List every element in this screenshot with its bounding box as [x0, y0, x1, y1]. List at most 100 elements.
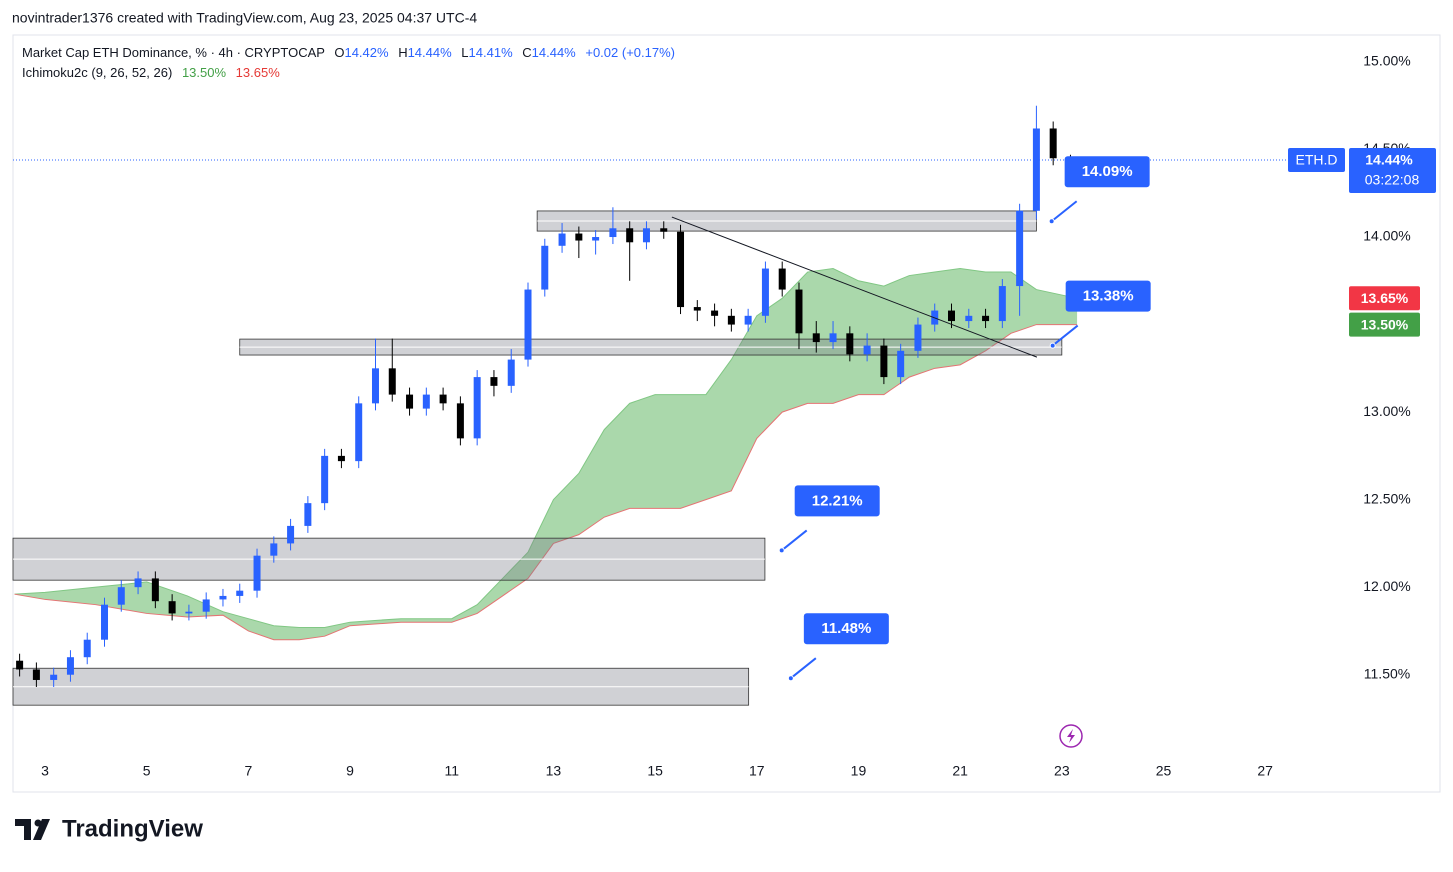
candle-body	[16, 660, 24, 670]
x-tick-label: 13	[546, 763, 562, 779]
y-tick-label: 12.00%	[1363, 578, 1410, 594]
x-tick-label: 23	[1054, 763, 1070, 779]
quote-value: 14.42%	[344, 45, 389, 60]
x-tick-label: 17	[749, 763, 765, 779]
icon-bolt[interactable]	[1067, 729, 1075, 743]
annotation-point	[1048, 218, 1055, 225]
indicator-legend: Ichimoku2c (9, 26, 52, 26) 13.50% 13.65%	[22, 65, 280, 80]
candle-body	[744, 315, 752, 325]
candle-body	[270, 543, 278, 556]
candle-body	[897, 350, 905, 378]
annotation-pointer	[790, 657, 817, 679]
candle-body	[846, 333, 854, 355]
indicator-price-label: 13.65%	[1361, 290, 1409, 306]
y-tick-label: 14.00%	[1363, 228, 1410, 244]
x-tick-label: 11	[444, 763, 459, 779]
annotation-pointer	[1051, 200, 1078, 223]
candle-body	[1032, 128, 1040, 211]
annotation-label: 12.21%	[812, 492, 863, 509]
candle-body	[642, 228, 650, 243]
y-tick-label: 12.50%	[1363, 490, 1410, 506]
candle-body	[965, 315, 973, 322]
candle-body	[406, 394, 414, 409]
candle-body	[778, 268, 786, 290]
candle-body	[711, 310, 719, 316]
candle-body	[304, 503, 312, 526]
annotation-point	[1049, 342, 1056, 349]
last-price-box	[1349, 148, 1436, 194]
annotation-pointer	[781, 529, 808, 552]
overlay-layer: 14.09% 13.38% 12.21% 11.48% ETH.D 14.44% 03:22…	[13, 148, 1436, 682]
indicator-value: 13.65%	[236, 65, 281, 80]
candle-body	[609, 228, 617, 238]
quote-value: 14.41%	[469, 45, 514, 60]
candle-body	[761, 268, 769, 316]
candle-body	[626, 228, 634, 243]
candle-body	[829, 333, 837, 343]
quote-change: +0.02 (+0.17%)	[585, 45, 675, 60]
x-tick-label: 21	[952, 763, 968, 779]
logo-text: TradingView	[62, 815, 203, 842]
lightning-icon[interactable]	[1059, 724, 1083, 748]
candle-body	[982, 315, 990, 322]
legend: Market Cap ETH Dominance, % · 4h · CRYPT…	[22, 45, 675, 60]
candle-body	[253, 555, 261, 591]
annotation-box	[794, 485, 880, 517]
candle-body	[948, 310, 956, 322]
candle-body	[1016, 210, 1024, 287]
x-tick-label: 19	[851, 763, 867, 779]
candle-body	[507, 359, 515, 386]
annotation-label: 13.38%	[1083, 288, 1134, 305]
candle-body	[863, 345, 871, 355]
candle-body	[812, 333, 820, 343]
cloud-lower	[14, 324, 1078, 641]
quote-value: 14.44%	[532, 45, 577, 60]
countdown: 03:22:08	[1365, 172, 1420, 188]
cloud-upper	[14, 268, 1078, 628]
annotation-point	[787, 675, 794, 682]
candle-body	[117, 587, 125, 605]
candle-body	[219, 595, 227, 600]
candle-body	[168, 601, 176, 614]
symbol-box	[1288, 148, 1345, 173]
indicator-price-box	[1349, 312, 1420, 337]
annotation-box	[1064, 156, 1150, 188]
candle-body	[914, 324, 922, 351]
annotation-box	[1065, 280, 1151, 312]
candle-body	[473, 377, 481, 439]
x-tick-label: 15	[647, 763, 663, 779]
logo-mark	[15, 819, 50, 840]
annotation-pointer	[1052, 324, 1079, 347]
candle-body	[541, 245, 549, 290]
candle-body	[660, 228, 668, 232]
legend-title: Market Cap ETH Dominance, % · 4h · CRYPT…	[22, 45, 325, 60]
candle-body	[998, 286, 1006, 322]
indicator-price-box	[1349, 286, 1420, 311]
annotation-point	[778, 547, 785, 554]
annotation-label: 11.48%	[821, 620, 871, 637]
y-tick-label: 11.50%	[1364, 665, 1410, 681]
x-tick-label: 9	[346, 763, 354, 779]
quote-value: 14.44%	[408, 45, 453, 60]
logo: TradingView	[15, 815, 203, 842]
candle-body	[592, 237, 600, 241]
candle-body	[880, 345, 888, 378]
candle-body	[337, 455, 345, 462]
candle-body	[355, 403, 363, 462]
annotation-label: 14.09%	[1082, 163, 1133, 180]
candle-body	[66, 657, 74, 675]
candle-body	[371, 368, 379, 404]
candle-body	[321, 455, 329, 504]
y-tick-label: 13.00%	[1363, 403, 1410, 419]
candle-body	[575, 233, 583, 241]
candle-body	[422, 394, 430, 409]
indicator-value: 13.50%	[182, 65, 227, 80]
trendline	[671, 216, 1038, 358]
candle-body	[185, 611, 193, 614]
quote-key: L	[461, 45, 468, 60]
candle-body	[388, 368, 396, 395]
candle-body	[101, 604, 109, 640]
x-tick-label: 3	[41, 763, 49, 779]
